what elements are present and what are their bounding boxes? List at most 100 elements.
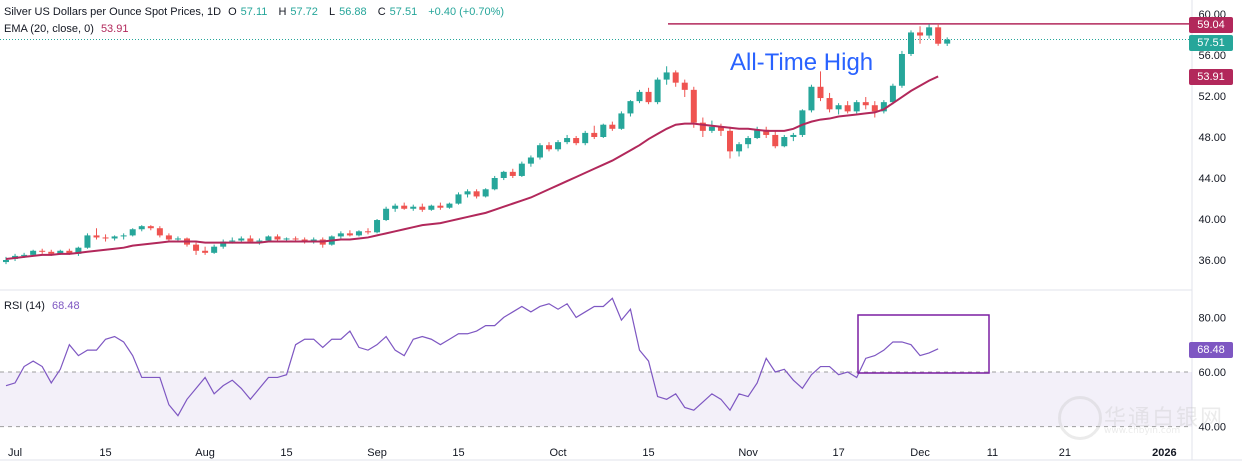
rsi-legend: RSI (14) 68.48 (4, 300, 84, 312)
candle-body (672, 72, 679, 83)
candle-body (301, 239, 308, 242)
time-tick-label: Nov (738, 447, 758, 459)
watermark-logo: 华通白银网 www.chbyin.com (1058, 396, 1228, 440)
candle-body (229, 240, 236, 242)
candle-body (736, 144, 743, 152)
rsi-band (0, 371, 1192, 428)
rsi-axis[interactable]: 40.00 60.00 80.00 (1198, 312, 1226, 433)
candle-body (274, 236, 281, 240)
candle-body (392, 205, 399, 209)
candle-body (419, 206, 426, 210)
candle-body (57, 250, 64, 254)
legend-high-label: H (278, 6, 287, 18)
candle-body (174, 238, 181, 240)
ema-price-tag: 53.91 (1189, 69, 1233, 85)
price-tick-label: 56.00 (1198, 50, 1226, 62)
rsi-band-fill (0, 372, 1192, 427)
candle-body (790, 134, 797, 137)
candle-body (30, 250, 37, 255)
candle-body (654, 79, 661, 103)
candle-body (917, 32, 924, 36)
candle-body (365, 231, 371, 233)
candle-body (781, 137, 788, 147)
all-time-high-annotation: All-Time High (730, 49, 874, 76)
legend-low-label: L (328, 6, 336, 18)
candle-body (763, 129, 770, 135)
rsi-legend-value: 68.48 (52, 300, 80, 312)
candle-body (283, 238, 290, 240)
candle-body (84, 235, 91, 248)
candle-body (491, 178, 498, 190)
candle-body (908, 32, 914, 54)
candle-body (39, 250, 46, 252)
time-tick-label: 15 (642, 447, 654, 459)
candle-body (265, 236, 272, 241)
candle-body (473, 191, 480, 197)
price-tick-label: 36.00 (1198, 255, 1226, 267)
rsi-highlight-box (857, 314, 990, 374)
candle-body (3, 260, 9, 263)
candle-body (582, 132, 589, 144)
rsi-tick-label: 80.00 (1198, 312, 1226, 324)
candle-body (156, 228, 163, 236)
price-tick-label: 52.00 (1198, 91, 1226, 103)
watermark-url: www.chbyin.com (1104, 426, 1181, 436)
candle-body (401, 205, 408, 209)
time-tick-label: Oct (549, 447, 566, 459)
candle-body (772, 134, 779, 147)
candle-body (410, 206, 417, 209)
candle-body (808, 86, 815, 111)
candle-body (555, 142, 562, 150)
rsi-line (5, 297, 939, 417)
legend-high-value: 57.72 (290, 6, 318, 18)
legend-open-label: O (228, 6, 237, 18)
rsi-legend-label: RSI (14) (4, 300, 45, 312)
candle-body (627, 101, 634, 114)
candle-body (482, 189, 489, 197)
candle-body (129, 229, 136, 236)
candle-body (699, 122, 706, 131)
time-tick-label: Jul (8, 447, 22, 459)
candle-body (111, 236, 118, 239)
time-tick-label: 11 (987, 447, 998, 459)
time-tick-label: Dec (910, 447, 930, 459)
rsi-tick-label: 60.00 (1198, 367, 1226, 379)
candle-body (355, 231, 362, 236)
candle-body (464, 191, 471, 195)
candle-body (799, 110, 806, 135)
legend-open-value: 57.11 (240, 6, 268, 18)
candle-body (147, 226, 154, 229)
legend-close-label: C (377, 6, 386, 18)
time-tick-label: 17 (832, 447, 844, 459)
ema-legend-value: 53.91 (100, 23, 129, 35)
candle-body (636, 91, 643, 102)
candle-body (717, 126, 724, 131)
candle-body (337, 233, 344, 237)
candle-body (645, 91, 652, 103)
candle-body (536, 145, 543, 158)
candle-body (708, 126, 715, 131)
candle-body (75, 247, 82, 254)
ema-line (5, 75, 939, 260)
candle-body (862, 102, 869, 106)
candle-body (518, 163, 525, 176)
candle-body (138, 226, 145, 230)
ema-path (5, 75, 939, 260)
time-tick-label: 2026 (1152, 447, 1176, 459)
ema-legend: EMA (20, close, 0) 53.91 (4, 23, 132, 35)
candle-body (500, 171, 507, 178)
candle-body (66, 250, 73, 254)
time-tick-label: 15 (280, 447, 292, 459)
candle-body (292, 238, 299, 240)
candle-body (546, 145, 552, 150)
rsi-tick-label: 40.00 (1198, 422, 1226, 434)
legend-title: Silver US Dollars per Ounce Spot Prices,… (4, 6, 222, 18)
price-legend: Silver US Dollars per Ounce Spot Prices,… (4, 6, 508, 18)
candle-body (844, 105, 851, 112)
candle-body (165, 235, 172, 240)
time-axis[interactable]: Jul 15 Aug 15 Sep 15 Oct 15 Nov 17 Dec 11 21 2026 (8, 447, 1177, 459)
candle-body (690, 89, 697, 123)
time-tick-label: Aug (195, 447, 215, 459)
candle-body (21, 254, 28, 256)
